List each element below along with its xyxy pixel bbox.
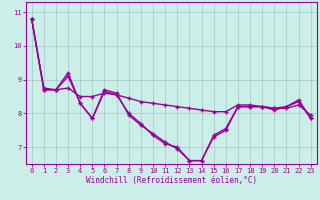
X-axis label: Windchill (Refroidissement éolien,°C): Windchill (Refroidissement éolien,°C) <box>86 176 257 185</box>
